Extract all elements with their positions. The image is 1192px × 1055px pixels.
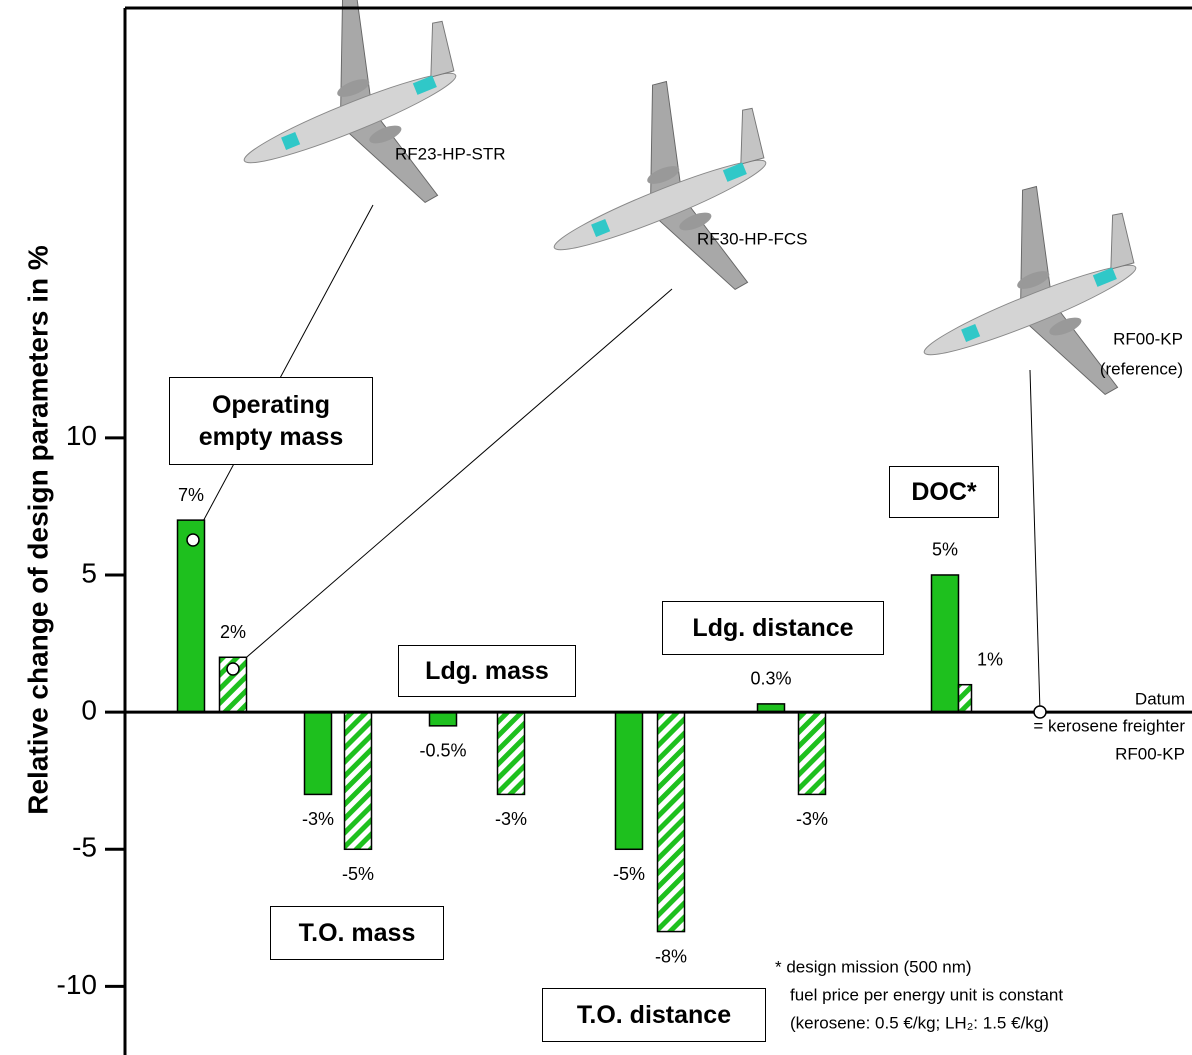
y-tick-label: -5 (72, 832, 97, 863)
leader-line (193, 205, 373, 540)
aircraft-label: RF00-KP (1113, 329, 1183, 348)
leader-dot (187, 534, 199, 546)
leader-dot (1034, 706, 1046, 718)
bar (305, 712, 332, 794)
aircraft-label: RF30-HP-FCS (697, 229, 808, 248)
aircraft-image (882, 159, 1183, 452)
y-tick-label: 0 (81, 695, 97, 726)
value-label: -5% (342, 864, 374, 884)
datum-label: Datum (1135, 689, 1185, 708)
chart: RF23-HP-STR RF30-HP-FCS RF00-KP (referen… (0, 0, 1192, 1055)
aircraft-image (202, 0, 503, 259)
value-label: 0.3% (750, 669, 791, 689)
footnote: fuel price per energy unit is constant (790, 985, 1063, 1004)
value-label: 5% (932, 540, 958, 560)
category-label: Operating empty mass (169, 377, 373, 465)
value-label: -3% (495, 809, 527, 829)
category-label: Ldg. distance (662, 601, 884, 655)
bar (658, 712, 685, 931)
bar (616, 712, 643, 849)
y-tick-label: 10 (66, 420, 97, 451)
value-label: -3% (302, 809, 334, 829)
y-axis-title: Relative change of design parameters in … (22, 245, 53, 815)
y-tick-label: -10 (57, 969, 97, 1000)
page: RF23-HP-STR RF30-HP-FCS RF00-KP (referen… (0, 0, 1192, 1055)
leader-dot (227, 663, 239, 675)
category-label: T.O. mass (270, 906, 444, 960)
bar (345, 712, 372, 849)
value-label: -3% (796, 809, 828, 829)
category-label: Ldg. mass (398, 645, 576, 697)
value-label: 1% (977, 649, 1003, 669)
value-label: -0.5% (419, 741, 466, 761)
bar (178, 520, 205, 712)
datum-label: = kerosene freighter (1033, 716, 1185, 735)
bar (498, 712, 525, 794)
category-label: T.O. distance (542, 988, 766, 1042)
aircraft-label: (reference) (1100, 359, 1183, 378)
leader-line (233, 289, 672, 669)
category-label: DOC* (889, 466, 999, 518)
bar (959, 685, 972, 712)
bar (430, 712, 457, 726)
value-label: 2% (220, 622, 246, 642)
footnote: (kerosene: 0.5 €/kg; LH₂: 1.5 €/kg) (790, 1013, 1049, 1032)
value-label: -8% (655, 946, 687, 966)
datum-label: RF00-KP (1115, 744, 1185, 763)
bar (932, 575, 959, 712)
value-label: 7% (178, 485, 204, 505)
y-tick-label: 5 (81, 557, 97, 588)
footnote: * design mission (500 nm) (775, 957, 972, 976)
leader-line (1030, 370, 1040, 712)
bar (799, 712, 826, 794)
aircraft-image (512, 54, 813, 347)
aircraft-label: RF23-HP-STR (395, 144, 506, 163)
value-label: -5% (613, 864, 645, 884)
